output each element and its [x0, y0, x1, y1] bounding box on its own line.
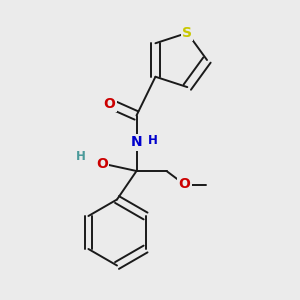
Text: H: H: [76, 149, 86, 163]
Text: N: N: [131, 136, 142, 149]
Text: H: H: [148, 134, 158, 148]
Text: S: S: [182, 26, 192, 40]
Text: O: O: [96, 157, 108, 170]
Text: O: O: [178, 178, 190, 191]
Text: O: O: [103, 97, 116, 110]
